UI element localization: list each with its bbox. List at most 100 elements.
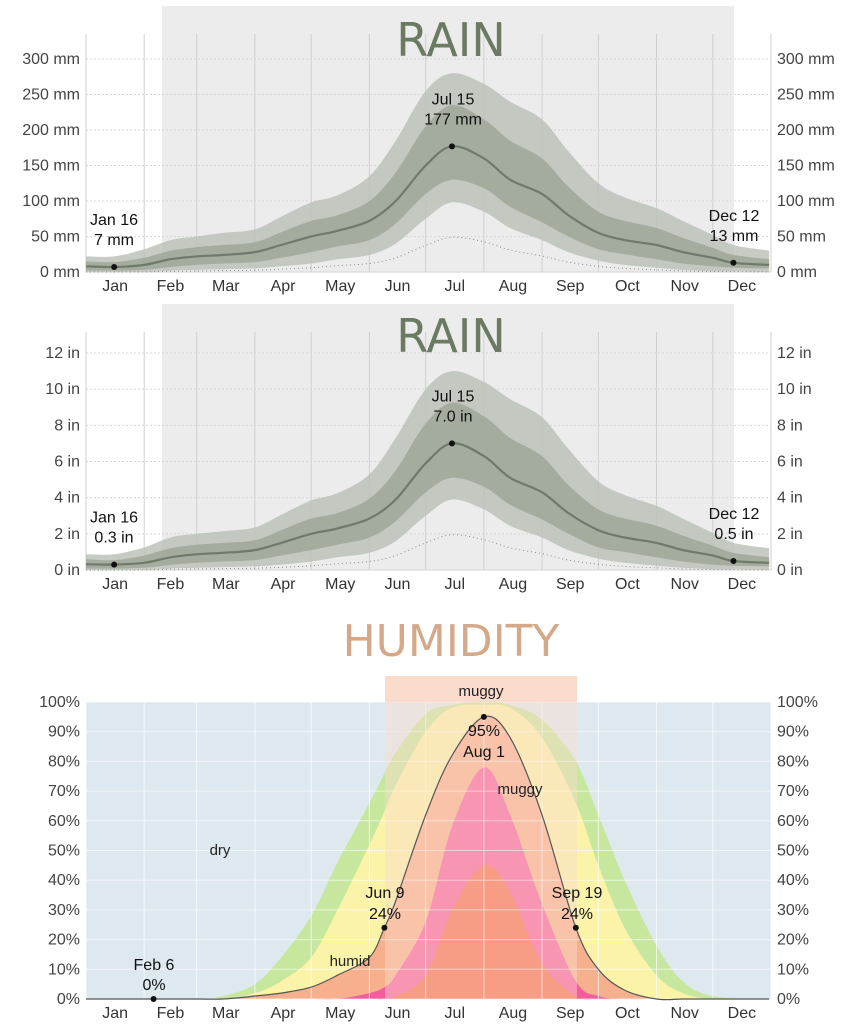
y-tick-label-left: 4 in: [54, 490, 80, 507]
y-tick-label-left: 30%: [48, 902, 80, 919]
y-tick-label-right: 8 in: [777, 417, 803, 434]
rain-mean-line: [85, 145, 770, 269]
rain-annotation-value: 0.3 in: [94, 530, 133, 547]
y-tick-label-right: 100 mm: [777, 193, 835, 210]
month-label: Sep: [556, 1005, 585, 1022]
y-tick-label-left: 50 mm: [31, 229, 80, 246]
humidity-marker: [150, 996, 157, 1002]
month-label: Jul: [445, 1005, 465, 1022]
month-label: Aug: [499, 576, 527, 593]
month-label: Dec: [728, 1005, 756, 1022]
rain-annotation-value: 177 mm: [424, 111, 482, 128]
month-label: Mar: [212, 1005, 240, 1022]
humidity-annotation: 0%: [142, 977, 165, 994]
month-label: Feb: [157, 278, 185, 295]
chart-title: RAIN: [396, 13, 506, 67]
y-tick-label-left: 250 mm: [22, 87, 80, 104]
y-tick-label-right: 70%: [777, 783, 809, 800]
month-label: Feb: [157, 1005, 185, 1022]
month-label: Oct: [615, 278, 640, 295]
rain-annotation-value: 7 mm: [94, 232, 134, 249]
y-tick-label-left: 300 mm: [22, 51, 80, 68]
month-label: Sep: [556, 576, 585, 593]
rain-annotation-date: Jan 16: [90, 212, 138, 229]
month-label: Jul: [445, 278, 465, 295]
y-tick-label-right: 50 mm: [777, 229, 826, 246]
rain-annotation-date: Jan 16: [90, 510, 138, 527]
humidity-annotation: 24%: [561, 906, 593, 923]
y-tick-label-right: 60%: [777, 813, 809, 830]
month-label: Apr: [271, 1005, 297, 1022]
humidity-band-muggy: [86, 716, 770, 1000]
y-tick-label-left: 12 in: [45, 345, 80, 362]
y-tick-label-left: 0%: [57, 991, 80, 1008]
month-label: Feb: [157, 576, 185, 593]
rain-annotation-date: Jul 15: [432, 388, 475, 405]
humidity-band-miserable: [86, 864, 770, 1000]
humidity-annotation: Feb 6: [134, 957, 175, 974]
month-label: Jan: [102, 576, 128, 593]
month-label: Dec: [728, 278, 756, 295]
y-tick-label-right: 2 in: [777, 526, 803, 543]
rain-marker: [730, 557, 737, 564]
humidity-marker: [572, 924, 579, 931]
month-label: Apr: [271, 278, 297, 295]
y-tick-label-right: 30%: [777, 902, 809, 919]
y-tick-label-left: 10 in: [45, 381, 80, 398]
y-tick-label-right: 50%: [777, 843, 809, 860]
y-tick-label-left: 50%: [48, 843, 80, 860]
chart-title: RAIN: [396, 309, 506, 363]
y-tick-label-left: 90%: [48, 724, 80, 741]
humidity-annotation: 24%: [369, 906, 401, 923]
humidity-annotation: Jun 9: [365, 885, 404, 902]
y-tick-label-left: 150 mm: [22, 158, 80, 175]
rain-band-25-75: [86, 105, 770, 271]
rain-annotation-date: Dec 12: [709, 506, 760, 523]
y-tick-label-right: 40%: [777, 872, 809, 889]
rain-annotation-value: 13 mm: [710, 228, 759, 245]
month-label: Jul: [445, 576, 465, 593]
month-label: Apr: [271, 576, 297, 593]
muggy-season-label: muggy: [458, 683, 504, 700]
humidity-marker: [480, 713, 487, 720]
month-label: Aug: [499, 278, 527, 295]
y-tick-label-left: 80%: [48, 753, 80, 770]
y-tick-label-right: 20%: [777, 932, 809, 949]
rain-marker: [730, 259, 737, 266]
y-tick-label-right: 100%: [777, 694, 818, 711]
humidity-line: [86, 715, 770, 1001]
y-tick-label-right: 200 mm: [777, 122, 835, 139]
y-tick-label-left: 40%: [48, 872, 80, 889]
rain-marker: [111, 264, 118, 271]
y-tick-label-left: 0 mm: [40, 264, 80, 281]
month-label: May: [325, 1005, 355, 1022]
month-label: Nov: [670, 576, 698, 593]
y-tick-label-right: 10 in: [777, 381, 812, 398]
rain-band-25-75: [86, 402, 770, 569]
y-tick-label-left: 70%: [48, 783, 80, 800]
y-tick-label-right: 250 mm: [777, 87, 835, 104]
month-label: Aug: [499, 1005, 527, 1022]
y-tick-label-right: 300 mm: [777, 51, 835, 68]
y-tick-label-right: 10%: [777, 961, 809, 978]
rain-marker: [448, 143, 455, 150]
y-tick-label-left: 10%: [48, 961, 80, 978]
rain-marker: [448, 440, 455, 447]
chart-title: HUMIDITY: [343, 616, 560, 667]
month-label: May: [325, 576, 355, 593]
y-tick-label-left: 200 mm: [22, 122, 80, 139]
month-label: Jun: [385, 278, 411, 295]
band-label-muggy: muggy: [497, 781, 543, 798]
humidity-marker: [381, 924, 388, 931]
y-tick-label-right: 0 in: [777, 562, 803, 579]
month-label: Jun: [385, 1005, 411, 1022]
humidity-annotation: Sep 19: [552, 885, 603, 902]
month-label: Nov: [670, 278, 698, 295]
y-tick-label-left: 6 in: [54, 454, 80, 471]
month-label: Oct: [615, 1005, 640, 1022]
y-tick-label-right: 4 in: [777, 490, 803, 507]
month-label: Jan: [102, 1005, 128, 1022]
month-label: Sep: [556, 278, 585, 295]
y-tick-label-left: 2 in: [54, 526, 80, 543]
